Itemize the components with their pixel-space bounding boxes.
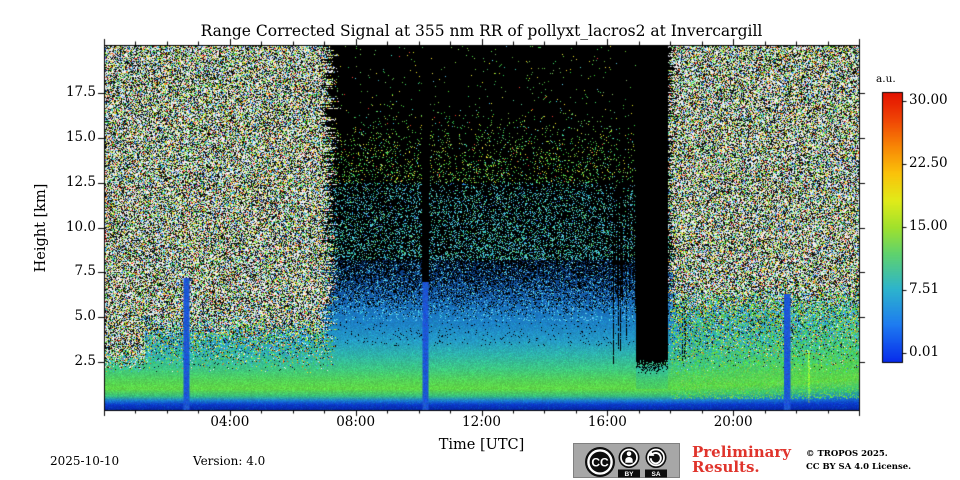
colorbar-tick-label: 15.00	[909, 218, 948, 234]
x-tick-label: 12:00	[462, 414, 501, 430]
sa-share-alike-icon: SA	[645, 447, 667, 478]
cc-icon: CC	[585, 447, 615, 477]
svg-text:BY: BY	[624, 471, 634, 478]
copyright-line-1: © TROPOS 2025.	[806, 449, 888, 459]
svg-text:SA: SA	[651, 471, 660, 478]
y-tick-label: 10.0	[65, 218, 96, 235]
x-tick-label: 08:00	[336, 414, 376, 430]
y-tick-label: 5.0	[74, 307, 96, 324]
y-tick-label: 7.5	[74, 263, 96, 280]
svg-text:CC: CC	[591, 456, 609, 470]
chart-title: Range Corrected Signal at 355 nm RR of p…	[200, 22, 763, 40]
colorbar-tick-label: 0.01	[909, 344, 940, 361]
y-tick-label: 12.5	[65, 173, 96, 190]
preliminary-line-1: Preliminary	[692, 443, 791, 461]
y-tick-label: 15.0	[65, 129, 96, 146]
colorbar-tick-label: 22.50	[909, 154, 948, 171]
preliminary-note: Preliminary Results.	[692, 445, 791, 475]
footer-date: 2025-10-10	[50, 454, 120, 468]
y-tick-label: 17.5	[65, 84, 96, 101]
colorbar-tick-label: 30.00	[909, 91, 948, 108]
y-tick-label: 2.5	[74, 352, 96, 369]
cc-license-badge: CC BY SA	[573, 443, 680, 478]
by-person-icon: BY	[618, 447, 640, 478]
copyright-line-2: CC BY SA 4.0 License.	[806, 462, 912, 472]
x-tick-label: 20:00	[713, 414, 753, 430]
copyright-block: © TROPOS 2025. CC BY SA 4.0 License.	[806, 448, 911, 474]
x-axis-label: Time [UTC]	[438, 437, 525, 453]
x-tick-label: 04:00	[210, 414, 250, 430]
colorbar-tick-label: 7.51	[909, 281, 940, 298]
footer-version: Version: 4.0	[193, 454, 266, 468]
colorbar-unit-label: a.u.	[876, 73, 896, 85]
preliminary-line-2: Results.	[692, 458, 760, 476]
x-tick-label: 16:00	[587, 414, 627, 430]
